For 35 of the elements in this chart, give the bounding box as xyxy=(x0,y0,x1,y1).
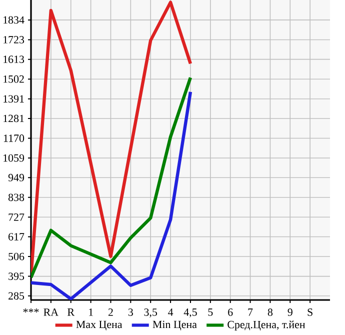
x-tick-label: S xyxy=(308,308,312,316)
x-tick-label: 2 xyxy=(108,308,113,316)
x-tick-label: RA xyxy=(44,308,58,316)
x-tick-label: 6 xyxy=(228,308,233,316)
y-tick-label: 1059 xyxy=(4,154,24,162)
legend-label: Min Цена xyxy=(152,320,197,330)
y-tick-label: 506 xyxy=(8,252,24,260)
y-tick-label: 1281 xyxy=(4,114,24,122)
y-tick-label: 285 xyxy=(8,292,24,300)
x-tick-label: 1 xyxy=(89,308,93,316)
x-tick-label: 9 xyxy=(288,308,292,316)
line-series xyxy=(31,90,192,300)
y-tick-label: 1170 xyxy=(4,134,24,142)
y-tick-label: 1613 xyxy=(4,56,24,64)
legend-label: Сред.Цена, т.йен xyxy=(228,320,306,331)
x-tick-label: 3,5 xyxy=(144,308,158,318)
x-tick-label: 7 xyxy=(248,308,253,316)
y-tick-label: 949 xyxy=(8,174,24,182)
y-tick-label: 1834 xyxy=(4,16,24,24)
legend-label: Max Цена xyxy=(76,320,122,330)
x-tick-label: 5 xyxy=(208,308,213,316)
x-tick-label: 4 xyxy=(168,308,174,316)
y-tick-label: 838 xyxy=(8,194,24,202)
x-tick-label: R xyxy=(68,308,75,316)
x-tick-label: *** xyxy=(23,308,39,313)
y-tick-label: 1391 xyxy=(4,95,24,103)
y-tick-label: 1502 xyxy=(4,75,24,83)
y-tick-label: 727 xyxy=(8,214,24,221)
y-tick-label: 395 xyxy=(8,272,24,280)
y-tick-label: 1723 xyxy=(4,36,24,44)
x-tick-label: 8 xyxy=(268,308,273,316)
x-tick-label: 3 xyxy=(128,308,133,316)
y-tick-label: 617 xyxy=(8,233,24,240)
x-tick-label: 4,5 xyxy=(184,308,197,318)
line-series xyxy=(31,76,192,280)
